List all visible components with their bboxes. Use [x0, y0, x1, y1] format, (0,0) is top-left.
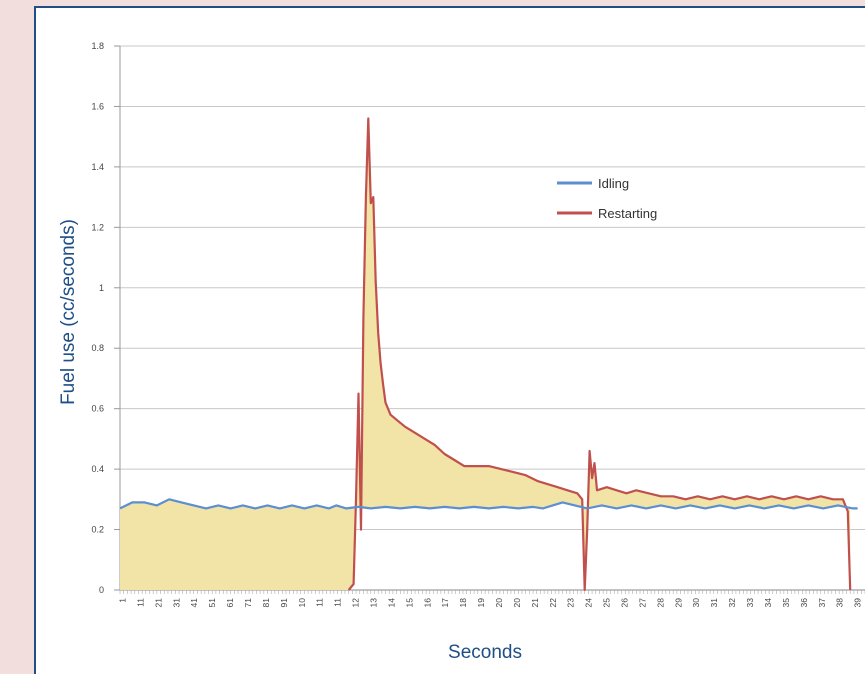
page-margin: [0, 0, 20, 668]
y-tick-label: 0: [99, 585, 104, 595]
x-tick-label: 11: [315, 598, 325, 607]
x-tick-label: 32: [727, 598, 737, 608]
x-tick-label: 33: [745, 598, 755, 608]
x-tick-label: 25: [602, 598, 612, 608]
x-tick-label: 34: [763, 598, 773, 608]
x-tick-label: 11: [333, 598, 343, 607]
series-lines: [119, 117, 858, 592]
x-tick-label: 29: [673, 598, 683, 608]
difference-fill: [120, 118, 851, 590]
x-tick-labels: 1 11 21 31 41 51 61 71 81 91 10 11 11 12 13 14 15 16 17 18 1…: [117, 598, 862, 608]
y-tick-labels: 0 0.2 0.4 0.6 0.8 1 1.2 1.4 1.6 1.8: [91, 41, 104, 595]
y-tick-label: 1.6: [91, 101, 104, 111]
y-tick-label: 0.8: [91, 343, 104, 353]
legend: Idling Restarting: [557, 176, 657, 221]
x-tick-label: 36: [799, 598, 809, 608]
series-line-idling: [119, 498, 858, 510]
x-tick-label: 12: [351, 598, 361, 608]
x-tick-label: 15: [404, 598, 414, 608]
x-tick-label: 1: [117, 598, 127, 603]
x-tick-label: 31: [709, 598, 719, 608]
x-tick-label: 19: [476, 598, 486, 608]
x-tick-label: 27: [637, 598, 647, 608]
legend-label-idling: Idling: [598, 176, 629, 191]
x-tick-label: 13: [368, 598, 378, 608]
x-tick-label: 38: [835, 598, 845, 608]
x-tick-label: 20: [512, 598, 522, 608]
x-tick-label: 41: [189, 598, 199, 608]
x-tick-label: 39: [853, 598, 863, 608]
x-tick-label: 91: [279, 598, 289, 608]
fill-between-area: [120, 118, 851, 590]
y-tick-label: 0.6: [91, 404, 104, 414]
x-tick-label: 24: [584, 598, 594, 608]
y-axis-label: Fuel use (cc/seconds): [58, 219, 79, 405]
x-tick-label: 22: [548, 598, 558, 608]
y-tick-label: 1.2: [91, 222, 104, 232]
x-tick-label: 26: [620, 598, 630, 608]
x-tick-label: 14: [386, 598, 396, 608]
x-tick-label: 16: [422, 598, 432, 608]
x-tick-label: 30: [691, 598, 701, 608]
y-tick-label: 1.8: [91, 41, 104, 51]
x-tick-label: 21: [153, 598, 163, 608]
x-tick-label: 71: [243, 598, 253, 608]
y-tick-label: 0.4: [91, 464, 104, 474]
x-tick-label: 28: [655, 598, 665, 608]
y-tick-label: 1: [99, 283, 104, 293]
x-tick-label: 61: [225, 598, 235, 608]
x-tick-label: 20: [494, 598, 504, 608]
legend-label-restarting: Restarting: [598, 206, 657, 221]
x-tick-label: 17: [440, 598, 450, 608]
x-tick-label: 10: [297, 598, 307, 608]
x-tick-label: 18: [458, 598, 468, 608]
x-tick-label: 11: [135, 598, 145, 607]
x-tick-label: 21: [530, 598, 540, 608]
x-tick-label: 31: [171, 598, 181, 608]
series-line-restarting: [347, 117, 852, 592]
x-axis-label: Seconds: [448, 642, 522, 663]
x-tick-label: 37: [817, 598, 827, 608]
x-tick-label: 23: [566, 598, 576, 608]
x-tick-label: 51: [207, 598, 217, 608]
x-tick-label: 35: [781, 598, 791, 608]
y-tick-label: 1.4: [91, 162, 104, 172]
x-tick-label: 81: [261, 598, 271, 608]
y-tick-label: 0.2: [91, 525, 104, 535]
